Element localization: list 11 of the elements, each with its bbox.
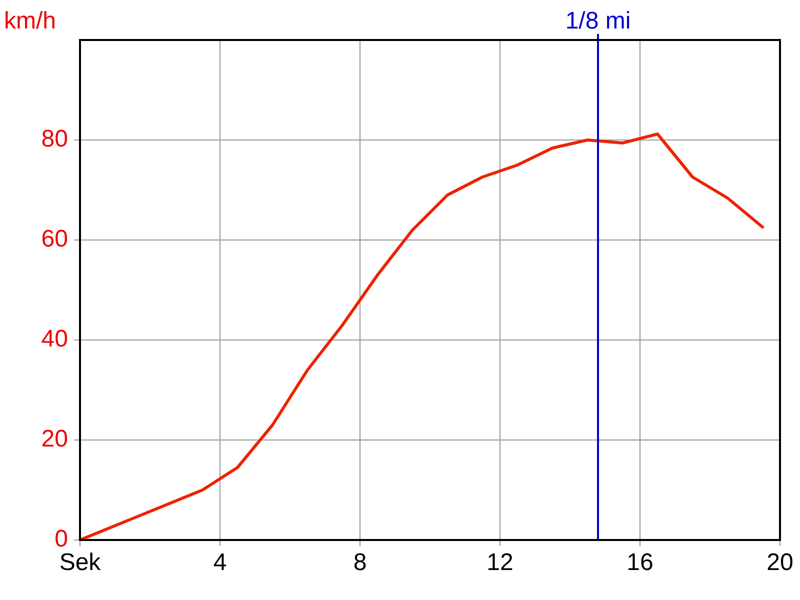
ref-line-label: 1/8 mi <box>565 8 631 35</box>
y-tick-label: 60 <box>41 226 68 253</box>
y-axis-title: km/h <box>4 8 56 35</box>
y-tick-label: 20 <box>41 426 68 453</box>
y-tick-label: 40 <box>41 326 68 353</box>
x-tick-label: 20 <box>766 549 794 576</box>
x-tick-label: 4 <box>213 549 227 576</box>
x-tick-label: 8 <box>353 549 367 576</box>
x-tick-label: 16 <box>626 549 654 576</box>
y-tick-label: 80 <box>41 126 68 153</box>
x-tick-label: 12 <box>486 549 514 576</box>
